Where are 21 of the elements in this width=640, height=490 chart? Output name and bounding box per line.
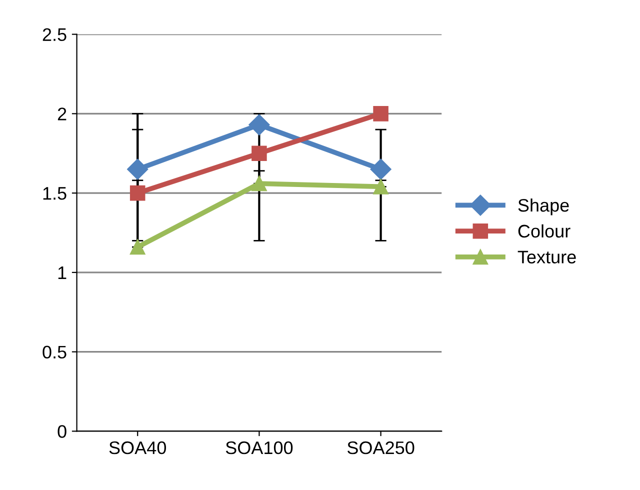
legend-label: Shape	[518, 198, 569, 216]
point	[130, 239, 146, 255]
legend-label: Texture	[518, 250, 576, 264]
point	[127, 158, 148, 180]
point	[248, 114, 270, 136]
point	[130, 185, 146, 201]
y-tick-label: 0.5	[42, 346, 66, 359]
y-tick-label: 2	[58, 108, 66, 120]
legend-label: Colour	[518, 224, 570, 238]
y-tick-label: 2.5	[42, 28, 66, 42]
point	[373, 179, 388, 194]
point	[370, 158, 392, 180]
point	[373, 106, 388, 122]
y-tick-label: 1.5	[43, 187, 66, 200]
x-tick-label: SOA250	[347, 441, 414, 454]
point	[252, 176, 267, 192]
y-tick-label: 0	[58, 425, 66, 438]
x-tick-label: SOA40	[109, 441, 166, 454]
point	[252, 146, 267, 162]
x-tick-label: SOA100	[226, 441, 293, 454]
y-tick-label: 1	[58, 266, 66, 279]
